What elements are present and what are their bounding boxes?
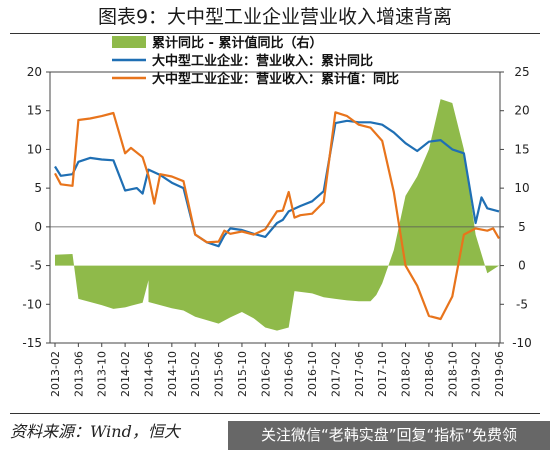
x-tick-label-9: 2016-02: [259, 351, 272, 397]
promo-banner[interactable]: 关注微信“老韩实盘”回复“指标”免费领: [228, 421, 550, 450]
x-tick-label-11: 2016-10: [306, 351, 319, 397]
series-area-yoy-diff: [55, 99, 499, 331]
x-tick-label-1: 2013-06: [72, 351, 85, 397]
x-tick-label-13: 2017-06: [353, 351, 366, 397]
x-tick-label-10: 2016-06: [283, 351, 296, 397]
x-tick-label-8: 2015-10: [236, 351, 249, 397]
x-tick-label-12: 2017-02: [329, 351, 342, 397]
x-tick-label-14: 2017-10: [376, 351, 389, 397]
right-tick-label-6: 20: [514, 104, 529, 118]
left-tick-label-7: 20: [27, 65, 42, 79]
title-divider: [10, 33, 540, 34]
right-tick-label-5: 15: [514, 142, 529, 156]
x-tick-label-18: 2019-02: [470, 351, 483, 397]
x-tick-label-4: 2014-06: [142, 351, 155, 397]
source-note: 资料来源：Wind，恒大: [10, 422, 180, 441]
x-tick-label-5: 2014-10: [166, 351, 179, 397]
right-tick-label-4: 10: [514, 181, 529, 195]
left-tick-label-3: 0: [34, 220, 42, 234]
left-tick-label-1: -10: [22, 297, 42, 311]
page-title: 图表9：大中型工业企业营业收入增速背离: [97, 6, 453, 28]
right-tick-label-1: -5: [516, 297, 528, 311]
x-tick-label-6: 2015-02: [189, 351, 202, 397]
plot-frame: [49, 71, 501, 344]
x-tick-label-2: 2013-10: [96, 351, 109, 397]
left-tick-label-5: 10: [27, 142, 42, 156]
right-tick-label-3: 5: [518, 220, 526, 234]
source-divider: [10, 413, 540, 414]
legend-swatch-area: [112, 36, 146, 48]
right-tick-label-2: 0: [518, 259, 526, 273]
legend-label-2: 大中型工业企业：营业收入：累计值：同比: [152, 71, 399, 87]
left-tick-label-6: 15: [27, 104, 42, 118]
x-tick-label-17: 2018-10: [446, 351, 459, 397]
legend-label-0: 累计同比 - 累计值同比（右）: [152, 35, 322, 51]
right-tick-label-7: 25: [514, 65, 529, 79]
x-tick-label-15: 2018-02: [400, 351, 413, 397]
x-tick-label-19: 2019-06: [493, 351, 506, 397]
right-tick-label-0: -10: [512, 336, 532, 350]
x-tick-label-7: 2015-06: [213, 351, 226, 397]
left-tick-label-4: 5: [34, 181, 42, 195]
legend-label-1: 大中型工业企业：营业收入：累计同比: [152, 53, 373, 69]
series-line-ytd-yoy: [54, 119, 500, 248]
x-tick-label-16: 2018-06: [423, 351, 436, 397]
series-line-cumulative-yoy: [54, 111, 500, 321]
x-tick-label-3: 2014-02: [119, 351, 132, 397]
left-tick-label-2: -5: [30, 259, 42, 273]
left-tick-label-0: -15: [22, 336, 42, 350]
x-tick-label-0: 2013-02: [49, 351, 62, 397]
